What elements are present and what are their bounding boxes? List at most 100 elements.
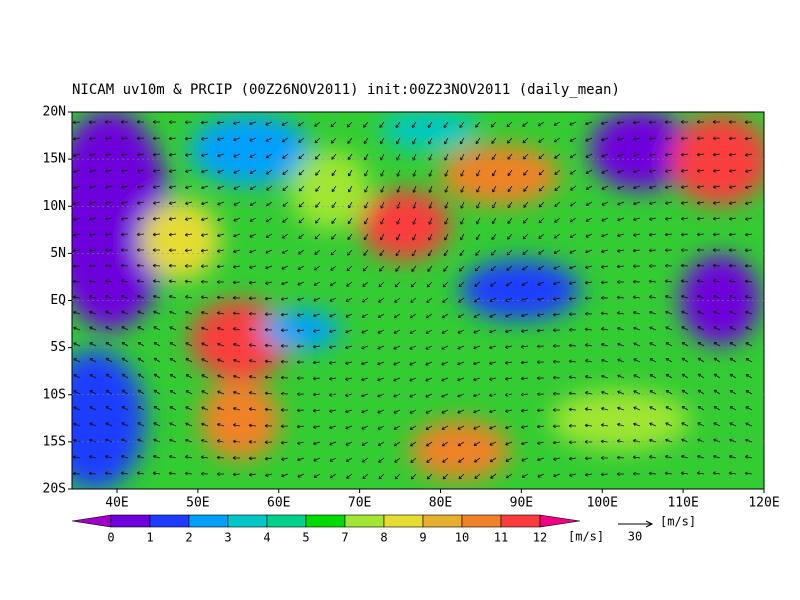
wind-arrow: [520, 376, 529, 381]
wind-arrow: [313, 281, 321, 286]
wind-arrow: [568, 456, 577, 461]
wind-arrow: [537, 457, 545, 462]
wind-arrow: [665, 357, 673, 363]
lon-label: 100E: [587, 496, 618, 511]
wind-arrow: [490, 265, 497, 272]
wind-arrow: [425, 441, 433, 447]
wind-arrow: [296, 424, 305, 429]
wind-arrow: [168, 232, 177, 237]
wind-arrow: [568, 473, 577, 478]
wind-arrow: [504, 409, 513, 413]
wind-arrow: [169, 310, 177, 315]
wind-arrow: [88, 471, 97, 476]
wind-arrow: [553, 281, 561, 286]
wind-arrow: [104, 279, 113, 284]
wind-arrow: [73, 422, 81, 427]
lon-label: 40E: [105, 496, 128, 511]
wind-arrow: [233, 390, 241, 395]
wind-arrow: [491, 233, 497, 241]
colorbar-segment: [461, 514, 502, 528]
wind-arrow: [185, 374, 193, 379]
wind-arrow: [536, 424, 545, 429]
wind-arrow: [73, 358, 81, 363]
wind-arrow: [633, 326, 641, 331]
title: NICAM uv10m & PRCIP (00Z26NOV2011) init:…: [72, 82, 620, 98]
wind-arrow: [137, 310, 145, 315]
wind-arrow: [104, 454, 113, 459]
wind-arrow: [136, 120, 145, 124]
colorbar-segment: [227, 514, 268, 528]
wind-arrow: [345, 425, 353, 430]
lon-label: 70E: [348, 496, 371, 511]
wind-arrow: [72, 279, 81, 284]
wind-arrow: [713, 373, 721, 379]
wind-arrow: [328, 361, 337, 365]
wind-arrow: [505, 425, 513, 430]
wind-arrow: [377, 393, 385, 398]
wind-arrow: [681, 422, 689, 427]
wind-arrow: [649, 342, 657, 347]
wind-arrow: [248, 456, 257, 461]
wind-arrow: [696, 279, 705, 283]
wind-arrow: [490, 281, 497, 287]
wind-arrow: [380, 169, 385, 177]
wind-arrow: [248, 296, 257, 301]
wind-arrow: [281, 473, 289, 478]
wind-arrow: [347, 169, 353, 177]
wind-arrow: [232, 280, 241, 285]
wind-arrow: [729, 438, 737, 443]
wind-arrow: [616, 455, 625, 460]
wind-arrow: [394, 457, 401, 463]
wind-arrow: [522, 121, 529, 127]
wind-arrow: [345, 441, 353, 446]
wind-arrow: [616, 472, 625, 476]
wind-arrow: [507, 185, 513, 193]
wind-arrow: [200, 137, 209, 141]
wind-arrow: [348, 185, 353, 193]
wind-arrow: [409, 361, 417, 366]
wind-arrow: [169, 422, 177, 427]
wind-arrow: [473, 393, 481, 398]
wind-arrow: [697, 373, 705, 379]
wind-arrow: [744, 455, 753, 459]
wind-arrow: [568, 312, 577, 317]
wind-arrow: [281, 121, 289, 126]
wind-arrow: [729, 310, 737, 315]
wind-arrow: [298, 137, 305, 143]
wind-arrow: [601, 185, 609, 190]
wind-arrow: [233, 137, 241, 142]
wind-arrow: [729, 326, 737, 331]
wind-arrow: [297, 457, 305, 462]
wind-arrow: [168, 152, 177, 157]
wind-arrow: [169, 389, 177, 395]
wind-arrow: [345, 297, 353, 303]
wind-arrow: [697, 405, 705, 411]
lat-label: 20N: [43, 105, 66, 120]
wind-arrow: [584, 311, 593, 316]
wind-arrow: [396, 185, 401, 193]
wind-field: [72, 112, 764, 489]
wind-arrow: [280, 328, 289, 333]
wind-arrow: [552, 408, 561, 412]
wind-arrow: [168, 201, 177, 205]
wind-arrow: [312, 329, 321, 333]
wind-arrow: [152, 279, 161, 284]
wind-arrow: [600, 311, 609, 316]
wind-arrow: [475, 249, 481, 256]
wind-arrow: [552, 391, 561, 396]
wind-arrow: [329, 425, 337, 430]
colorbar-segment: [266, 514, 307, 528]
wind-arrow: [89, 390, 97, 395]
wind-arrow: [364, 217, 369, 225]
wind-arrow: [249, 137, 257, 142]
wind-arrow: [649, 374, 657, 379]
wind-arrow: [617, 153, 625, 158]
colorbar-label: 8: [380, 531, 387, 545]
wind-arrow: [728, 294, 737, 299]
wind-arrow: [297, 265, 305, 270]
wind-arrow: [568, 440, 577, 445]
wind-arrow: [696, 471, 705, 476]
wind-arrow: [168, 120, 177, 124]
lat-label: 10N: [43, 199, 66, 214]
wind-arrow: [569, 201, 577, 207]
